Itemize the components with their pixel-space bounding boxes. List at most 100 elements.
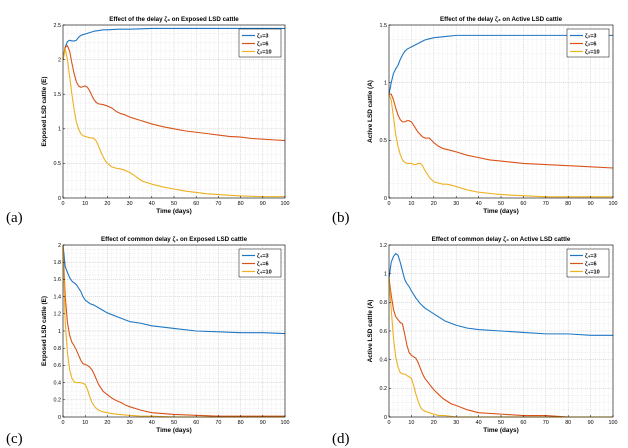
x-tick-label: 90 bbox=[588, 201, 594, 207]
chart-title: Effect of the delay ζ₃ on Exposed LSD ca… bbox=[109, 16, 239, 23]
x-axis-label: Time (days) bbox=[483, 427, 518, 434]
chart-panel-2: 0 10 20 30 40 50 60 70 80 90 100 0 0.5 1 1.5 Effect of … bbox=[332, 16, 618, 226]
y-tick-label: 0 bbox=[58, 415, 61, 421]
series-line-1 bbox=[62, 244, 286, 335]
x-tick-label: 80 bbox=[238, 201, 244, 207]
y-tick-label: 1.4 bbox=[54, 294, 62, 300]
y-tick-label: 0.5 bbox=[54, 161, 62, 167]
y-axis-label: Exposed LSD cattle (E) bbox=[41, 77, 48, 147]
legend-label-1: ζ₄=3 bbox=[585, 254, 597, 260]
x-tick-label: 40 bbox=[476, 420, 482, 426]
y-tick-label: 0.8 bbox=[380, 300, 388, 306]
series-line-1 bbox=[62, 27, 285, 60]
x-axis-label: Time (days) bbox=[156, 427, 191, 434]
x-tick-label: 20 bbox=[431, 201, 437, 207]
panel-label: (a) bbox=[6, 210, 23, 226]
legend-label-1: ζ₃=3 bbox=[257, 34, 269, 40]
chart-panel-1: 0 10 20 30 40 50 60 70 80 90 100 0 0.5 1 1.5 2 2.5 Effect… bbox=[6, 16, 290, 226]
x-tick-label: 90 bbox=[588, 420, 594, 426]
x-tick-label: 10 bbox=[82, 420, 88, 426]
x-tick-label: 0 bbox=[388, 420, 391, 426]
legend-label-3: ζ₄=10 bbox=[257, 270, 272, 276]
series-line-2 bbox=[389, 93, 614, 169]
series-line-2 bbox=[388, 277, 613, 418]
y-tick-label: 0.2 bbox=[54, 398, 62, 404]
y-tick-label: 0.5 bbox=[380, 138, 388, 144]
y-tick-label: 1.5 bbox=[380, 23, 388, 29]
y-tick-label: 0 bbox=[384, 196, 387, 202]
x-tick-label: 70 bbox=[543, 420, 549, 426]
x-tick-label: 10 bbox=[82, 201, 88, 207]
legend-label-3: ζ₄=10 bbox=[585, 270, 600, 276]
x-tick-label: 40 bbox=[476, 201, 482, 207]
x-tick-label: 70 bbox=[215, 201, 221, 207]
legend-label-3: ζ₃=10 bbox=[585, 50, 600, 56]
y-tick-label: 1 bbox=[384, 80, 387, 86]
x-tick-label: 60 bbox=[193, 420, 199, 426]
x-tick-label: 0 bbox=[388, 201, 391, 207]
legend-label-2: ζ₄=6 bbox=[257, 262, 269, 268]
series-line-3 bbox=[388, 94, 613, 198]
x-tick-label: 30 bbox=[453, 420, 459, 426]
x-tick-label: 80 bbox=[565, 201, 571, 207]
x-tick-label: 10 bbox=[408, 201, 414, 207]
y-tick-label: 1.2 bbox=[54, 312, 62, 318]
legend-label-2: ζ₃=6 bbox=[585, 42, 597, 48]
chart-title: Effect of common delay ζ₄ on Active LSD … bbox=[432, 236, 571, 243]
x-tick-label: 30 bbox=[453, 201, 459, 207]
x-tick-label: 50 bbox=[171, 201, 177, 207]
legend-label-2: ζ₄=6 bbox=[585, 262, 597, 268]
y-axis-label: Exposed LSD cattle (E) bbox=[41, 296, 48, 366]
chart-title: Effect of the delay ζ₃ on Active LSD cat… bbox=[440, 16, 563, 23]
chart-panel-3: 0 10 20 30 40 50 60 70 80 90 100 0 0.2 0.4 0.6 0.8 1 1.2 1… bbox=[6, 236, 290, 447]
series-line-1 bbox=[388, 253, 613, 336]
y-axis-label: Active LSD cattle (A) bbox=[367, 300, 374, 363]
x-tick-label: 90 bbox=[260, 201, 266, 207]
series-line-1 bbox=[388, 34, 613, 95]
y-tick-label: 0 bbox=[58, 196, 61, 202]
chart-panel-4: 0 10 20 30 40 50 60 70 80 90 100 0 0.2 0.4 0.6 0.8 1 1.2 E… bbox=[332, 236, 618, 447]
x-tick-label: 40 bbox=[149, 420, 155, 426]
legend-label-1: ζ₃=3 bbox=[585, 34, 597, 40]
x-tick-label: 100 bbox=[609, 201, 618, 207]
y-tick-label: 0.6 bbox=[54, 363, 62, 369]
x-tick-label: 50 bbox=[498, 201, 504, 207]
x-tick-label: 100 bbox=[609, 420, 618, 426]
x-tick-label: 20 bbox=[104, 201, 110, 207]
x-tick-label: 100 bbox=[281, 201, 290, 207]
panel-label: (b) bbox=[332, 210, 350, 226]
x-tick-label: 0 bbox=[62, 420, 65, 426]
y-tick-label: 0.4 bbox=[54, 380, 62, 386]
x-axis-label: Time (days) bbox=[156, 208, 191, 215]
y-tick-label: 1 bbox=[58, 127, 61, 133]
y-tick-label: 0.6 bbox=[380, 329, 388, 335]
panel-label: (d) bbox=[332, 431, 350, 447]
chart-title: Effect of common delay ζ₄ on Exposed LSD… bbox=[101, 236, 248, 243]
x-tick-label: 70 bbox=[543, 201, 549, 207]
x-tick-label: 40 bbox=[149, 201, 155, 207]
x-tick-label: 90 bbox=[260, 420, 266, 426]
x-tick-label: 100 bbox=[281, 420, 290, 426]
legend-label-3: ζ₃=10 bbox=[257, 50, 272, 56]
x-tick-label: 0 bbox=[62, 201, 65, 207]
x-tick-label: 10 bbox=[408, 420, 414, 426]
x-tick-label: 50 bbox=[498, 420, 504, 426]
y-tick-label: 0 bbox=[384, 415, 387, 421]
legend: ζ₄=3 ζ₄=6 ζ₄=10 bbox=[238, 248, 282, 278]
x-axis-label: Time (days) bbox=[483, 208, 518, 215]
y-tick-label: 2 bbox=[58, 57, 61, 63]
legend-label-1: ζ₄=3 bbox=[257, 254, 269, 260]
panel-label: (c) bbox=[6, 431, 23, 447]
legend: ζ₃=3 ζ₃=6 ζ₃=10 bbox=[566, 28, 610, 58]
y-tick-label: 1 bbox=[384, 271, 387, 277]
y-tick-label: 0.8 bbox=[54, 346, 62, 352]
y-tick-label: 2 bbox=[58, 243, 61, 249]
x-tick-label: 60 bbox=[520, 420, 526, 426]
series-line-3 bbox=[62, 48, 285, 198]
y-axis-label: Active LSD cattle (A) bbox=[367, 80, 374, 143]
x-tick-label: 80 bbox=[565, 420, 571, 426]
x-tick-label: 20 bbox=[104, 420, 110, 426]
x-tick-label: 60 bbox=[520, 201, 526, 207]
y-tick-label: 1 bbox=[58, 329, 61, 335]
